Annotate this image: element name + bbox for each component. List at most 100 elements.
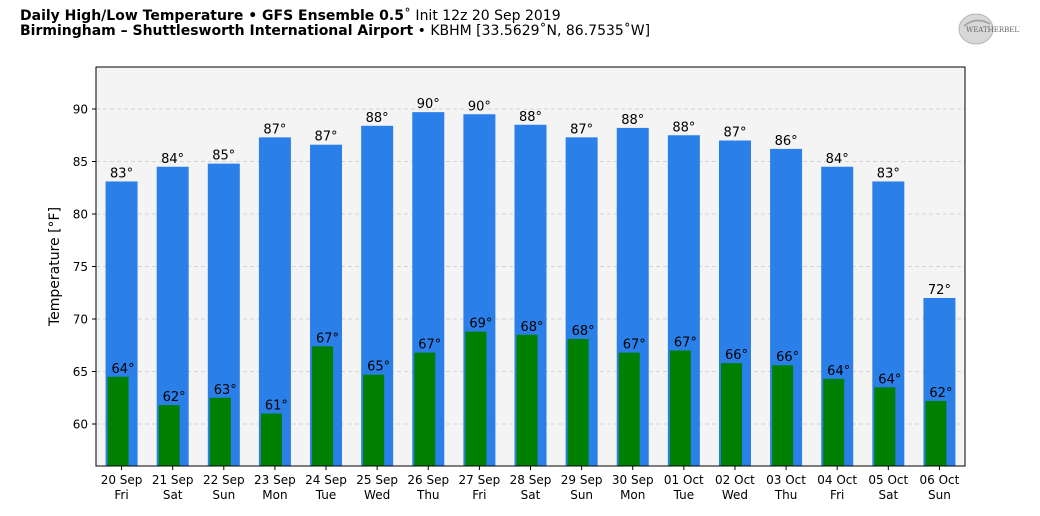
x-tick-date: 21 Sep xyxy=(152,473,194,487)
high-label: 84° xyxy=(826,152,849,167)
high-label: 86° xyxy=(775,134,798,149)
x-tick-date: 27 Sep xyxy=(459,473,501,487)
low-label: 64° xyxy=(878,372,901,387)
y-tick-label: 75 xyxy=(73,260,88,274)
x-tick-day: Wed xyxy=(722,488,748,502)
x-tick-date: 06 Oct xyxy=(920,473,960,487)
low-label: 65° xyxy=(367,360,390,375)
high-label: 83° xyxy=(110,166,133,181)
x-tick-day: Sun xyxy=(212,488,235,502)
x-tick-day: Sun xyxy=(928,488,951,502)
high-label: 83° xyxy=(877,166,900,181)
x-tick-day: Sat xyxy=(521,488,541,502)
high-label: 87° xyxy=(723,126,746,141)
y-axis-label: Temperature [°F] xyxy=(47,207,63,327)
high-label: 72° xyxy=(928,283,951,298)
low-bar xyxy=(772,365,794,466)
high-label: 87° xyxy=(263,122,286,137)
high-label: 88° xyxy=(672,120,695,135)
low-bar xyxy=(363,374,385,466)
y-tick-label: 65 xyxy=(73,365,88,379)
y-axis: 60 65 70 75 80 85 90 xyxy=(73,103,96,432)
chart-title: Daily High/Low Temperature • GFS Ensembl… xyxy=(20,8,561,24)
low-bar xyxy=(312,346,334,466)
low-bars xyxy=(107,331,947,466)
low-bar xyxy=(260,413,282,466)
x-tick-date: 20 Sep xyxy=(101,473,143,487)
x-tick-date: 05 Oct xyxy=(868,473,908,487)
chart-subtitle: Birmingham – Shuttlesworth International… xyxy=(20,23,651,39)
x-tick-date: 04 Oct xyxy=(817,473,857,487)
weatherbell-logo: WEATHERBELL xyxy=(958,13,1020,45)
low-label: 67° xyxy=(316,331,339,346)
x-tick-day: Sat xyxy=(163,488,183,502)
low-label: 67° xyxy=(674,336,697,351)
high-label: 88° xyxy=(519,110,542,125)
x-tick-day: Mon xyxy=(262,488,287,502)
low-label: 69° xyxy=(469,317,492,332)
high-label: 84° xyxy=(161,152,184,167)
x-tick-date: 02 Oct xyxy=(715,473,755,487)
low-bar xyxy=(567,338,589,466)
logo-text: WEATHERBELL xyxy=(966,26,1020,34)
low-label: 62° xyxy=(163,390,186,405)
x-tick-date: 29 Sep xyxy=(561,473,603,487)
low-bar xyxy=(874,387,896,466)
low-bar xyxy=(925,400,947,466)
x-tick-date: 26 Sep xyxy=(407,473,449,487)
low-label: 64° xyxy=(112,362,135,377)
low-label: 67° xyxy=(418,338,441,353)
low-bar xyxy=(107,376,129,466)
low-label: 68° xyxy=(520,320,543,335)
low-label: 66° xyxy=(776,350,799,365)
x-tick-day: Tue xyxy=(673,488,695,502)
low-bar xyxy=(669,350,691,466)
x-tick-date: 22 Sep xyxy=(203,473,245,487)
high-label: 90° xyxy=(417,97,440,112)
low-bar xyxy=(618,352,640,466)
x-tick-day: Fri xyxy=(830,488,844,502)
high-label: 87° xyxy=(315,130,338,145)
high-label: 87° xyxy=(570,122,593,137)
x-tick-day: Sun xyxy=(570,488,593,502)
high-bar xyxy=(258,137,291,466)
low-label: 61° xyxy=(265,399,288,414)
low-bar xyxy=(465,331,487,466)
low-bar xyxy=(516,334,538,466)
x-tick-date: 28 Sep xyxy=(510,473,552,487)
plot-border xyxy=(95,66,966,467)
y-tick-label: 60 xyxy=(73,418,88,432)
x-tick-day: Thu xyxy=(416,488,440,502)
y-tick-label: 85 xyxy=(73,155,88,169)
x-tick-date: 23 Sep xyxy=(254,473,296,487)
x-tick-day: Fri xyxy=(114,488,128,502)
x-tick-day: Wed xyxy=(364,488,390,502)
low-label: 62° xyxy=(929,386,952,401)
low-bar xyxy=(209,397,231,466)
high-label: 88° xyxy=(621,113,644,128)
low-label: 68° xyxy=(572,324,595,339)
y-tick-label: 90 xyxy=(73,103,88,117)
x-tick-day: Fri xyxy=(472,488,486,502)
x-tick-date: 01 Oct xyxy=(664,473,704,487)
high-label: 88° xyxy=(366,111,389,126)
low-bar xyxy=(158,405,180,466)
low-bar xyxy=(823,378,845,466)
x-tick-day: Thu xyxy=(774,488,798,502)
low-label: 64° xyxy=(827,364,850,379)
x-tick-date: 30 Sep xyxy=(612,473,654,487)
x-tick-day: Mon xyxy=(620,488,645,502)
x-tick-date: 24 Sep xyxy=(305,473,347,487)
y-tick-label: 80 xyxy=(73,208,88,222)
data-labels: 83° 64° 84° 62° 85° 63° 87° 61° 87° 67° 88° 65° 90° 6… xyxy=(110,97,952,413)
y-tick-label: 70 xyxy=(73,313,88,327)
high-label: 90° xyxy=(468,99,491,114)
high-label: 85° xyxy=(212,149,235,164)
low-bar xyxy=(720,363,742,466)
x-tick-date: 25 Sep xyxy=(356,473,398,487)
low-label: 63° xyxy=(214,383,237,398)
low-label: 66° xyxy=(725,348,748,363)
low-bar xyxy=(414,352,436,466)
